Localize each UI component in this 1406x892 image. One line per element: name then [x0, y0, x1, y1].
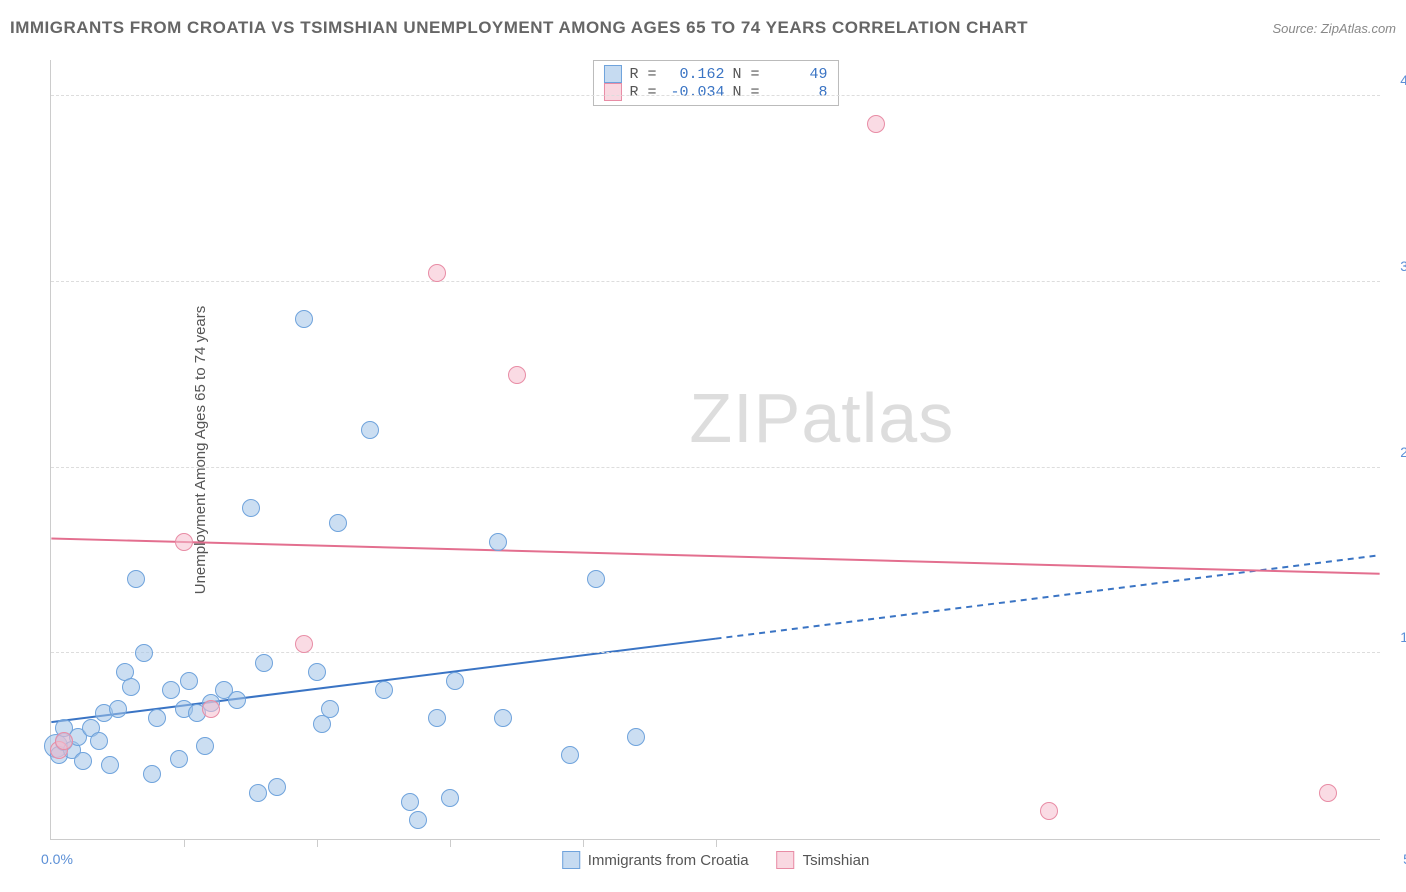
data-point — [361, 421, 379, 439]
data-point — [627, 728, 645, 746]
data-point — [143, 765, 161, 783]
data-point — [255, 654, 273, 672]
n-value: 49 — [768, 66, 828, 83]
data-point — [295, 635, 313, 653]
data-point — [196, 737, 214, 755]
r-label: R = — [629, 66, 656, 83]
regression-lines — [51, 60, 1380, 839]
data-point — [428, 709, 446, 727]
legend: Immigrants from Croatia Tsimshian — [562, 851, 870, 869]
x-axis-min-label: 0.0% — [41, 851, 73, 867]
data-point — [242, 499, 260, 517]
data-point — [101, 756, 119, 774]
legend-item: Tsimshian — [777, 851, 870, 869]
data-point — [295, 310, 313, 328]
data-point — [175, 533, 193, 551]
title-bar: IMMIGRANTS FROM CROATIA VS TSIMSHIAN UNE… — [10, 18, 1396, 38]
r-value: -0.034 — [665, 84, 725, 101]
data-point — [321, 700, 339, 718]
y-tick-label: 10.0% — [1385, 629, 1406, 645]
data-point — [1319, 784, 1337, 802]
n-label: N = — [733, 84, 760, 101]
r-label: R = — [629, 84, 656, 101]
x-tick — [583, 839, 584, 847]
data-point — [148, 709, 166, 727]
data-point — [127, 570, 145, 588]
data-point — [122, 678, 140, 696]
n-value: 8 — [768, 84, 828, 101]
data-point — [109, 700, 127, 718]
legend-label: Immigrants from Croatia — [588, 852, 749, 869]
data-point — [55, 732, 73, 750]
data-point — [867, 115, 885, 133]
scatter-plot-area: Unemployment Among Ages 65 to 74 years Z… — [50, 60, 1380, 840]
x-tick — [317, 839, 318, 847]
y-tick-label: 30.0% — [1385, 258, 1406, 274]
n-label: N = — [733, 66, 760, 83]
x-tick — [184, 839, 185, 847]
y-tick-label: 40.0% — [1385, 72, 1406, 88]
legend-swatch — [777, 851, 795, 869]
data-point — [446, 672, 464, 690]
data-point — [1040, 802, 1058, 820]
data-point — [561, 746, 579, 764]
x-tick — [450, 839, 451, 847]
data-point — [249, 784, 267, 802]
y-axis-label: Unemployment Among Ages 65 to 74 years — [192, 305, 209, 594]
data-point — [587, 570, 605, 588]
data-point — [428, 264, 446, 282]
data-point — [228, 691, 246, 709]
data-point — [90, 732, 108, 750]
gridline — [51, 652, 1380, 653]
data-point — [170, 750, 188, 768]
data-point — [508, 366, 526, 384]
data-point — [489, 533, 507, 551]
correlation-stats-box: R = 0.162 N = 49 R = -0.034 N = 8 — [592, 60, 838, 106]
data-point — [441, 789, 459, 807]
data-point — [329, 514, 347, 532]
x-tick — [716, 839, 717, 847]
data-point — [162, 681, 180, 699]
legend-swatch — [603, 83, 621, 101]
legend-swatch — [603, 65, 621, 83]
data-point — [308, 663, 326, 681]
data-point — [401, 793, 419, 811]
data-point — [74, 752, 92, 770]
gridline — [51, 281, 1380, 282]
data-point — [375, 681, 393, 699]
r-value: 0.162 — [665, 66, 725, 83]
y-tick-label: 20.0% — [1385, 444, 1406, 460]
source-attribution: Source: ZipAtlas.com — [1272, 21, 1396, 36]
legend-label: Tsimshian — [803, 852, 870, 869]
watermark-thin: atlas — [801, 379, 954, 457]
data-point — [135, 644, 153, 662]
gridline — [51, 467, 1380, 468]
data-point — [409, 811, 427, 829]
stats-row: R = -0.034 N = 8 — [603, 83, 827, 101]
watermark: ZIPatlas — [689, 378, 954, 458]
data-point — [268, 778, 286, 796]
chart-title: IMMIGRANTS FROM CROATIA VS TSIMSHIAN UNE… — [10, 18, 1028, 38]
data-point — [494, 709, 512, 727]
data-point — [180, 672, 198, 690]
legend-item: Immigrants from Croatia — [562, 851, 749, 869]
gridline — [51, 95, 1380, 96]
data-point — [202, 700, 220, 718]
stats-row: R = 0.162 N = 49 — [603, 65, 827, 83]
legend-swatch — [562, 851, 580, 869]
watermark-bold: ZIP — [689, 379, 801, 457]
